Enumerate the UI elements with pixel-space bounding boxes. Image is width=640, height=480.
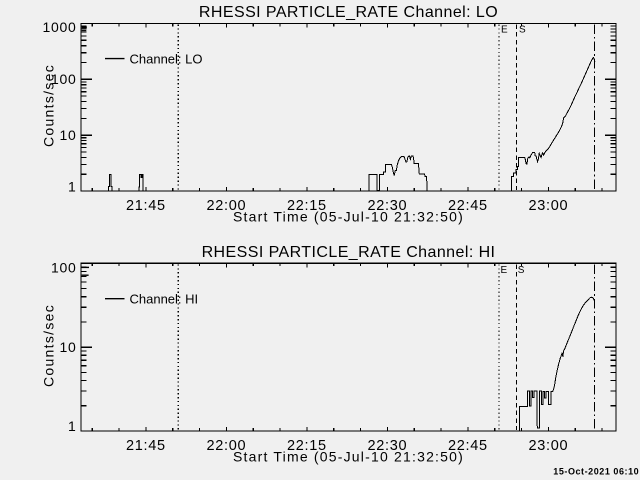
svg-text:Channel: HI: Channel: HI [130,292,199,307]
svg-text:S: S [518,265,525,276]
svg-text:21:45: 21:45 [126,438,166,454]
svg-text:100: 100 [51,259,76,275]
svg-text:Counts/sec: Counts/sec [41,64,57,147]
svg-text:RHESSI PARTICLE_RATE Channel:: RHESSI PARTICLE_RATE Channel: LO [199,4,498,21]
svg-text:Start Time (05-Jul-10 21:32:50: Start Time (05-Jul-10 21:32:50) [233,449,464,465]
svg-text:Counts/sec: Counts/sec [41,304,57,387]
svg-text:100: 100 [51,71,76,87]
svg-text:E: E [501,265,508,276]
svg-text:Channel: LO: Channel: LO [130,52,203,67]
svg-text:Start Time (05-Jul-10 21:32:50: Start Time (05-Jul-10 21:32:50) [233,209,464,225]
svg-text:22:00: 22:00 [207,198,247,214]
svg-text:22:45: 22:45 [448,438,488,454]
svg-text:10: 10 [60,127,77,143]
svg-text:22:30: 22:30 [368,198,408,214]
svg-text:1: 1 [68,178,77,194]
svg-text:10: 10 [60,339,77,355]
svg-text:22:45: 22:45 [448,198,488,214]
svg-text:1: 1 [68,418,77,434]
svg-text:22:15: 22:15 [287,198,327,214]
svg-text:1000: 1000 [43,19,77,35]
svg-text:S: S [519,25,526,36]
svg-text:22:00: 22:00 [207,438,247,454]
svg-text:21:45: 21:45 [126,198,166,214]
svg-text:23:00: 23:00 [529,198,569,214]
svg-text:22:30: 22:30 [368,438,408,454]
svg-text:E: E [501,25,508,36]
svg-text:RHESSI PARTICLE_RATE Channel:: RHESSI PARTICLE_RATE Channel: HI [202,244,496,261]
svg-text:15-Oct-2021 06:10: 15-Oct-2021 06:10 [553,467,639,477]
svg-text:23:00: 23:00 [529,438,569,454]
svg-text:22:15: 22:15 [287,438,327,454]
